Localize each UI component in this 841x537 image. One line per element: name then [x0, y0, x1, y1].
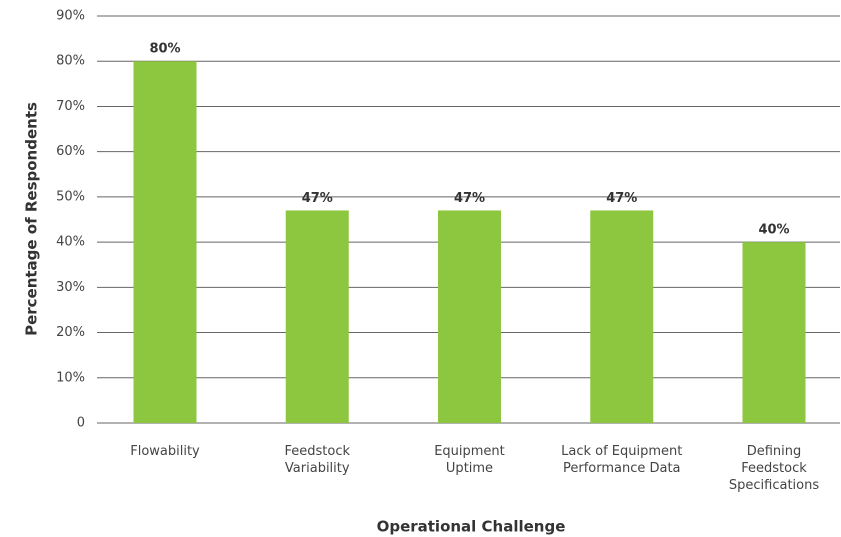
- bar: [742, 242, 806, 423]
- y-tick-label: 10%: [56, 370, 85, 385]
- x-tick-label: Lack of Equipment Performance Data: [561, 444, 683, 476]
- y-tick-label: 20%: [56, 325, 85, 340]
- x-tick-label: Flowability: [130, 444, 200, 459]
- value-label: 47%: [606, 191, 637, 206]
- y-tick-label: 40%: [56, 235, 85, 250]
- x-tick-label: Equipment Uptime: [434, 444, 505, 476]
- value-label: 80%: [149, 42, 180, 57]
- bar: [285, 210, 349, 423]
- y-tick-label: 80%: [56, 54, 85, 69]
- y-tick-label: 0: [77, 416, 85, 431]
- y-axis-title: Percentage of Respondents: [23, 102, 41, 336]
- y-tick-label: 70%: [56, 99, 85, 114]
- bar: [133, 61, 197, 423]
- x-tick-label: Defining Feedstock Specifications: [728, 444, 820, 493]
- value-label: 40%: [758, 223, 789, 238]
- y-tick-label: 50%: [56, 189, 85, 204]
- bar: [438, 210, 501, 423]
- value-label: 47%: [302, 191, 333, 206]
- x-tick-label: Feedstock Variability: [284, 444, 350, 476]
- y-tick-label: 60%: [56, 144, 85, 159]
- x-axis-title: Operational Challenge: [377, 518, 566, 536]
- value-label: 47%: [454, 191, 485, 206]
- y-tick-label: 90%: [56, 9, 85, 24]
- bar: [590, 210, 654, 423]
- y-tick-label: 30%: [56, 280, 85, 295]
